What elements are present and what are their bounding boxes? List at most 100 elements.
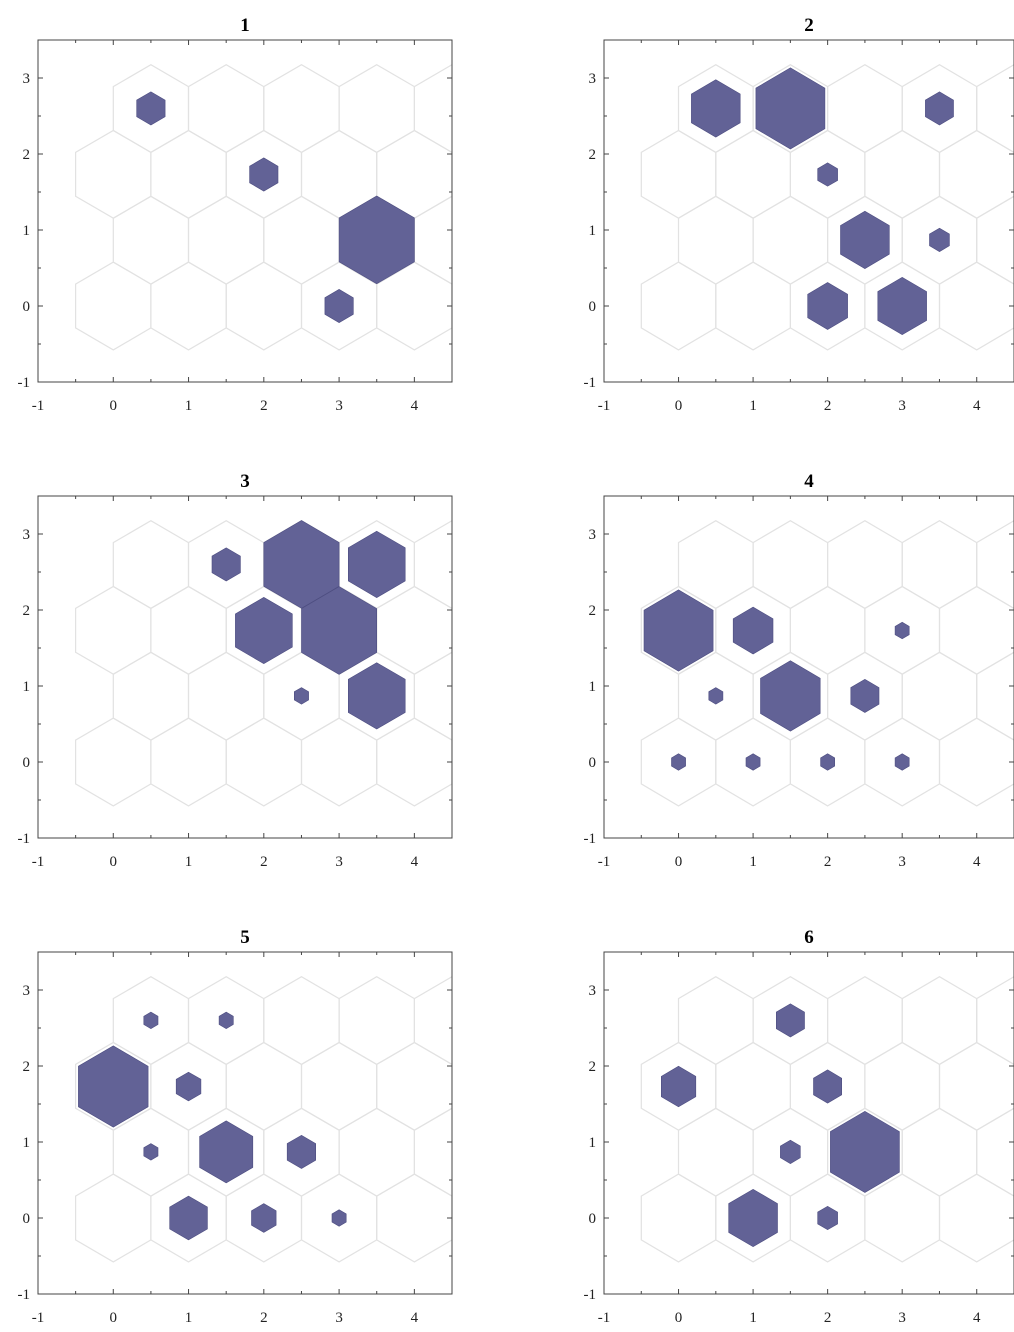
x-tick-label: 1: [185, 854, 193, 870]
x-tick-label: 1: [749, 398, 757, 414]
y-tick-label: -1: [584, 1287, 597, 1303]
panel-title: 5: [240, 927, 250, 948]
y-tick-label: -1: [584, 831, 597, 847]
neuron-cell: [150, 129, 227, 219]
neuron-cell: [640, 261, 717, 351]
neuron-cell: [225, 717, 303, 807]
neuron-cell: [338, 976, 415, 1066]
x-tick-label: 1: [749, 1310, 757, 1326]
panel-3: 3 -1 0 1 2 3 4 -1 0 1 2 3: [18, 471, 453, 870]
x-tick-label: 1: [749, 854, 757, 870]
hit-markers: [211, 520, 406, 730]
hit-marker: [249, 157, 279, 192]
neuron-cell: [864, 1173, 941, 1263]
hit-marker: [830, 1110, 900, 1193]
x-tick-label: 3: [898, 398, 906, 414]
hit-marker: [199, 1120, 254, 1184]
hit-marker: [850, 678, 880, 713]
hit-markers: [78, 1011, 347, 1241]
panel-title: 2: [804, 15, 814, 36]
panel-2: 2 -1 0 1 2 3 4 -1 0 1 2 3: [584, 15, 1014, 414]
x-tick-label: 2: [824, 1310, 832, 1326]
y-tick-label: 2: [23, 147, 31, 163]
x-tick-label: 4: [411, 1310, 419, 1326]
neuron-cell: [789, 585, 866, 675]
y-tick-label: 3: [23, 71, 31, 87]
neuron-cell: [976, 1107, 1014, 1197]
hit-marker: [660, 1065, 697, 1108]
hit-markers: [660, 1003, 900, 1248]
hit-marker: [775, 1003, 805, 1038]
y-tick-label: -1: [18, 1287, 31, 1303]
neuron-cell: [150, 261, 227, 351]
y-tick-label: 3: [23, 527, 31, 543]
y-tick-label: -1: [584, 375, 597, 391]
neuron-cell: [826, 520, 903, 610]
neuron-cell: [74, 585, 152, 675]
neuron-cell: [413, 976, 452, 1066]
neuron-cell: [938, 261, 1014, 351]
x-tick-label: -1: [598, 1310, 611, 1326]
hit-marker: [78, 1045, 149, 1128]
plot-frame: [603, 39, 1014, 383]
x-tick-label: -1: [32, 854, 45, 870]
panel-title: 6: [804, 927, 814, 948]
y-tick-label: 3: [589, 527, 597, 543]
neuron-cell: [938, 1173, 1014, 1263]
neuron-cell: [150, 717, 227, 807]
hit-marker: [301, 586, 378, 675]
neuron-cell: [300, 1041, 378, 1131]
neuron-cell: [376, 585, 452, 675]
panel-title: 3: [240, 471, 250, 492]
hit-marker: [760, 660, 821, 732]
neuron-cell: [938, 717, 1014, 807]
panel-1: 1 -1 0 1 2 3 4 -1 0 1 2 3: [18, 15, 453, 414]
neuron-cell: [901, 520, 978, 610]
hit-marker: [925, 91, 954, 126]
neuron-cell: [150, 585, 227, 675]
neuron-cell: [864, 129, 941, 219]
y-tick-label: 2: [23, 603, 31, 619]
x-tick-label: 4: [973, 854, 981, 870]
panel-title: 4: [804, 471, 814, 492]
hit-marker: [817, 162, 838, 187]
y-tick-label: -1: [18, 831, 31, 847]
x-tick-label: 0: [675, 398, 683, 414]
hit-marker: [708, 687, 724, 705]
plot-frame: [37, 39, 453, 383]
neuron-cell: [187, 64, 265, 154]
neuron-cell: [376, 717, 452, 807]
x-tick-label: -1: [32, 1310, 45, 1326]
hit-marker: [324, 289, 354, 323]
plot-frame: [603, 495, 1014, 839]
x-tick-label: 0: [675, 854, 683, 870]
hit-marker: [894, 753, 910, 771]
x-tick-label: 4: [411, 854, 419, 870]
neuron-cell: [74, 717, 152, 807]
neuron-cell: [187, 195, 265, 285]
neuron-cell: [677, 520, 754, 610]
y-tick-label: 1: [589, 679, 597, 695]
plot-frame: [603, 951, 1014, 1295]
neuron-cell: [715, 1041, 792, 1131]
neuron-cell: [263, 195, 340, 285]
hit-marker: [175, 1071, 202, 1102]
neuron-cell: [677, 1107, 754, 1197]
hit-marker: [218, 1011, 234, 1030]
hit-marker: [169, 1195, 208, 1241]
hit-marker: [745, 753, 761, 771]
neuron-cell: [413, 1107, 452, 1197]
y-tick-label: 2: [589, 603, 597, 619]
neuron-cell: [112, 195, 190, 285]
y-tick-label: 1: [589, 223, 597, 239]
y-tick-label: 3: [23, 983, 31, 999]
x-tick-label: 2: [260, 398, 268, 414]
neuron-cell: [752, 520, 829, 610]
hit-marker: [331, 1209, 347, 1227]
hit-marker: [347, 662, 406, 730]
hit-markers: [643, 589, 910, 771]
hit-marker: [780, 1139, 801, 1164]
hit-marker: [671, 753, 686, 771]
x-tick-label: 2: [260, 854, 268, 870]
